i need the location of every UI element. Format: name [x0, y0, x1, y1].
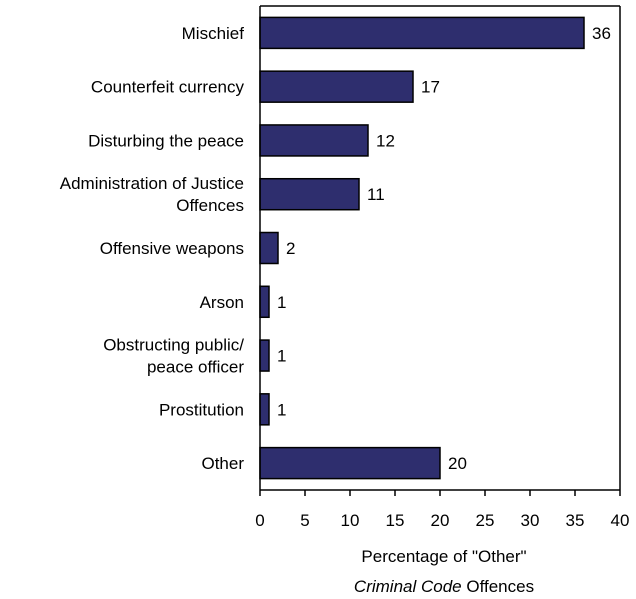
- category-label-8-line-0: Other: [201, 454, 244, 473]
- category-label-4: Offensive weapons: [100, 239, 244, 258]
- bar-6: [259, 339, 270, 372]
- category-label-7-line-0: Prostitution: [159, 400, 244, 419]
- category-label-6-line-0: Obstructing public/: [103, 336, 244, 355]
- category-label-4-line-0: Offensive weapons: [100, 239, 244, 258]
- bar-0: [259, 16, 585, 50]
- x-tick-label-6: 30: [521, 511, 540, 530]
- x-axis-title-rest: Offences: [462, 577, 534, 596]
- bar-4: [259, 231, 279, 265]
- category-labels: Mischief Counterfeit currency Disturbing t…: [60, 24, 245, 473]
- category-label-7: Prostitution: [159, 400, 244, 419]
- category-label-2: Disturbing the peace: [88, 131, 244, 150]
- value-label-5: 1: [277, 293, 286, 312]
- category-label-1-line-0: Counterfeit currency: [91, 78, 245, 97]
- category-label-6-line-1: peace officer: [147, 358, 244, 377]
- value-label-8: 20: [448, 454, 467, 473]
- category-label-3-line-1: Offences: [176, 196, 244, 215]
- value-label-0: 36: [592, 24, 611, 43]
- bar-7: [259, 393, 270, 426]
- x-tick-label-7: 35: [566, 511, 585, 530]
- value-label-4: 2: [286, 239, 295, 258]
- x-tick-label-3: 15: [386, 511, 405, 530]
- x-tick-label-2: 10: [341, 511, 360, 530]
- value-label-1: 17: [421, 78, 440, 97]
- x-axis-title-line2: Criminal Code Offences: [354, 577, 534, 596]
- category-label-6: Obstructing public/peace officer: [103, 336, 244, 377]
- x-tick-label-8: 40: [611, 511, 630, 530]
- bar-2: [259, 124, 369, 157]
- bar-3: [259, 177, 360, 211]
- value-label-2: 12: [376, 131, 395, 150]
- category-label-2-line-0: Disturbing the peace: [88, 131, 244, 150]
- category-label-5: Arson: [200, 293, 244, 312]
- category-label-3: Administration of Justice Offences: [60, 174, 244, 215]
- x-tick-label-1: 5: [300, 511, 309, 530]
- category-label-1: Counterfeit currency: [91, 78, 245, 97]
- category-label-8: Other: [201, 454, 244, 473]
- x-tick-label-5: 25: [476, 511, 495, 530]
- value-label-6: 1: [277, 347, 286, 366]
- value-label-7: 1: [277, 400, 286, 419]
- bar-5: [259, 285, 270, 319]
- category-label-5-line-0: Arson: [200, 293, 244, 312]
- bar-1: [259, 70, 414, 103]
- x-tick-label-0: 0: [255, 511, 264, 530]
- x-axis-title-line1: Percentage of "Other": [361, 547, 526, 566]
- category-label-0: Mischief: [182, 24, 245, 43]
- bars-group: [259, 16, 585, 480]
- category-label-0-line-0: Mischief: [182, 24, 245, 43]
- bar-8: [259, 446, 441, 480]
- x-axis-title-italic: Criminal Code: [354, 577, 462, 596]
- x-tick-label-4: 20: [431, 511, 450, 530]
- x-axis-ticks: 0 5 10 15 20 25 30 35 40: [255, 490, 629, 530]
- category-label-3-line-0: Administration of Justice: [60, 174, 244, 193]
- value-label-3: 11: [367, 185, 385, 204]
